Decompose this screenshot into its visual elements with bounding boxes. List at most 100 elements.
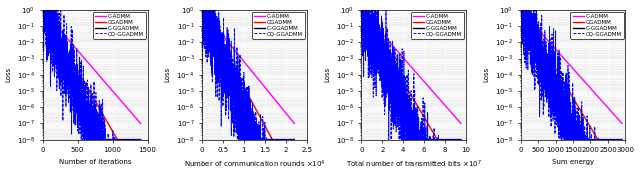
- C-ADMM: [516, 9, 524, 11]
- C-ADMM: [563, 61, 571, 63]
- Y-axis label: Loss: Loss: [6, 67, 12, 82]
- GGADMM: [116, 139, 124, 141]
- CQ-GGADMM: [516, 23, 524, 25]
- C-ADMM: [357, 9, 365, 11]
- CQ-GGADMM: [618, 139, 626, 141]
- C-ADMM: [615, 119, 623, 121]
- GGADMM: [113, 139, 121, 141]
- C-ADMM: [271, 98, 278, 100]
- C-ADMM: [454, 119, 462, 121]
- CQ-GGADMM: [134, 139, 141, 141]
- CQ-GGADMM: [288, 139, 296, 141]
- GGADMM: [362, 18, 370, 20]
- GGADMM: [457, 139, 465, 141]
- C-ADMM: [403, 61, 411, 63]
- GGADMM: [243, 92, 251, 94]
- GGADMM: [357, 9, 365, 11]
- Legend: C-ADMM, GGADMM, C-GGADMM, CQ-GGADMM: C-ADMM, GGADMM, C-GGADMM, CQ-GGADMM: [93, 12, 146, 38]
- CQ-GGADMM: [39, 9, 47, 11]
- Line: CQ-GGADMM: CQ-GGADMM: [520, 10, 622, 140]
- GGADMM: [271, 139, 278, 141]
- C-ADMM: [454, 119, 462, 121]
- GGADMM: [433, 139, 441, 141]
- Line: CQ-GGADMM: CQ-GGADMM: [43, 10, 141, 140]
- CQ-GGADMM: [77, 139, 85, 141]
- C-GGADMM: [457, 139, 465, 141]
- C-GGADMM: [615, 139, 623, 141]
- C-ADMM: [243, 64, 251, 66]
- CQ-GGADMM: [116, 139, 124, 141]
- C-ADMM: [198, 9, 206, 11]
- C-ADMM: [618, 122, 626, 124]
- CQ-GGADMM: [522, 29, 530, 31]
- CQ-GGADMM: [457, 139, 465, 141]
- C-GGADMM: [436, 139, 444, 141]
- X-axis label: Number of iterations: Number of iterations: [59, 159, 131, 165]
- C-ADMM: [86, 64, 94, 66]
- X-axis label: Sum energy: Sum energy: [552, 159, 594, 165]
- C-ADMM: [84, 61, 92, 63]
- Line: GGADMM: GGADMM: [361, 10, 461, 140]
- CQ-GGADMM: [203, 53, 211, 55]
- Line: C-GGADMM: C-GGADMM: [361, 10, 461, 140]
- C-ADMM: [116, 98, 124, 100]
- GGADMM: [198, 9, 206, 11]
- GGADMM: [436, 139, 444, 141]
- Y-axis label: Loss: Loss: [324, 67, 330, 82]
- CQ-GGADMM: [134, 139, 141, 141]
- CQ-GGADMM: [288, 139, 296, 141]
- Y-axis label: Loss: Loss: [483, 67, 490, 82]
- X-axis label: Total number of transmitted bits $\times10^{7}$: Total number of transmitted bits $\times…: [346, 159, 482, 170]
- GGADMM: [522, 18, 529, 20]
- GGADMM: [134, 139, 141, 141]
- CQ-GGADMM: [137, 139, 145, 141]
- CQ-GGADMM: [357, 9, 365, 11]
- CQ-GGADMM: [44, 39, 51, 41]
- CQ-GGADMM: [84, 127, 92, 129]
- Legend: C-ADMM, GGADMM, C-GGADMM, CQ-GGADMM: C-ADMM, GGADMM, C-GGADMM, CQ-GGADMM: [411, 12, 465, 38]
- C-ADMM: [566, 64, 573, 66]
- CQ-GGADMM: [243, 120, 251, 123]
- C-ADMM: [596, 98, 604, 100]
- C-GGADMM: [288, 139, 296, 141]
- CQ-GGADMM: [596, 139, 604, 141]
- C-ADMM: [39, 9, 47, 11]
- GGADMM: [288, 139, 296, 141]
- CQ-GGADMM: [271, 139, 278, 141]
- C-ADMM: [137, 122, 145, 124]
- Line: GGADMM: GGADMM: [202, 10, 294, 140]
- C-GGADMM: [596, 139, 604, 141]
- CQ-GGADMM: [291, 139, 298, 141]
- GGADMM: [86, 92, 94, 94]
- C-GGADMM: [116, 139, 124, 141]
- CQ-GGADMM: [615, 139, 623, 141]
- C-ADMM: [134, 119, 141, 121]
- C-GGADMM: [288, 139, 296, 141]
- CQ-GGADMM: [557, 139, 565, 141]
- Line: GGADMM: GGADMM: [43, 10, 141, 140]
- Y-axis label: Loss: Loss: [165, 67, 171, 82]
- GGADMM: [618, 139, 626, 141]
- CQ-GGADMM: [385, 139, 392, 141]
- CQ-GGADMM: [198, 9, 206, 11]
- Legend: C-ADMM, GGADMM, C-GGADMM, CQ-GGADMM: C-ADMM, GGADMM, C-GGADMM, CQ-GGADMM: [252, 12, 305, 38]
- CQ-GGADMM: [241, 124, 248, 126]
- C-GGADMM: [419, 139, 426, 141]
- CQ-GGADMM: [566, 139, 574, 141]
- CQ-GGADMM: [362, 21, 370, 23]
- C-GGADMM: [243, 111, 251, 113]
- C-GGADMM: [357, 9, 365, 11]
- GGADMM: [134, 139, 141, 141]
- C-GGADMM: [618, 139, 626, 141]
- C-GGADMM: [579, 139, 587, 141]
- GGADMM: [39, 9, 47, 11]
- C-GGADMM: [86, 111, 94, 113]
- C-GGADMM: [522, 20, 529, 22]
- Line: CQ-GGADMM: CQ-GGADMM: [361, 10, 461, 140]
- C-ADMM: [457, 122, 465, 124]
- C-GGADMM: [563, 106, 571, 108]
- C-ADMM: [406, 64, 413, 66]
- GGADMM: [563, 87, 571, 89]
- C-ADMM: [436, 98, 444, 100]
- GGADMM: [615, 139, 623, 141]
